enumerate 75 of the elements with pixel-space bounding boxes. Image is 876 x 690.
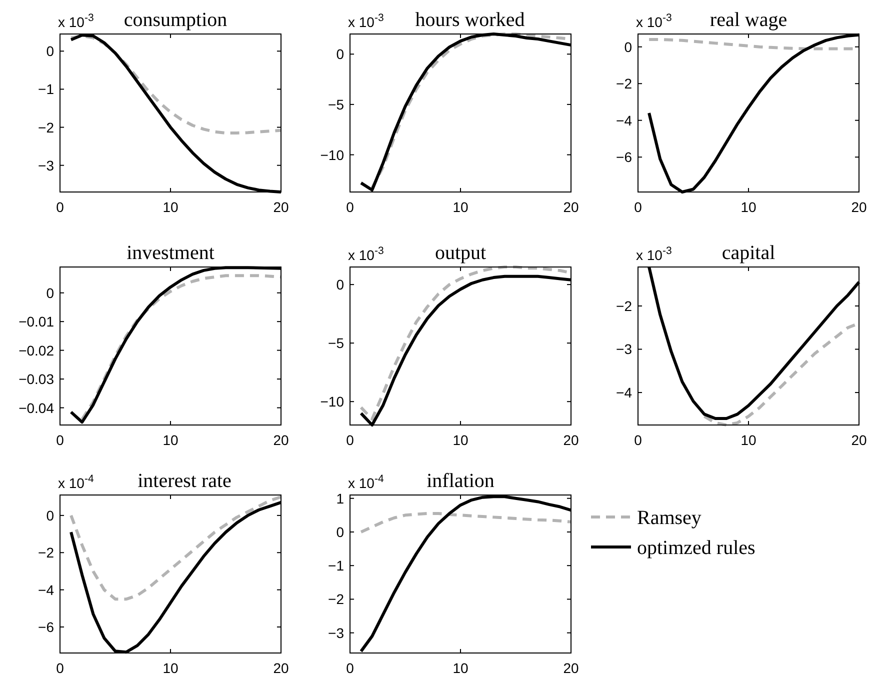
x-tick-label: 0 — [346, 660, 354, 676]
chart-title: interest rate — [138, 470, 232, 492]
x-tick-label: 10 — [740, 199, 756, 215]
legend-label: Ramsey — [637, 507, 702, 529]
text: x 10$^{-3}$ — [348, 12, 384, 30]
line-series — [70, 495, 282, 601]
x-tick-label: 0 — [634, 199, 642, 215]
x-tick-label: 20 — [851, 432, 867, 448]
y-tick-label: −2 — [616, 76, 632, 92]
x-tick-label: 10 — [452, 199, 468, 215]
y-tick-label: −2 — [616, 298, 632, 314]
x-tick-label: 20 — [273, 660, 289, 676]
y-tick-label: −10 — [320, 394, 344, 410]
x-tick-label: 20 — [563, 660, 579, 676]
x-tick-label: 20 — [851, 199, 867, 215]
y-tick-label: −6 — [38, 618, 54, 635]
y-tick-label: −5 — [328, 96, 344, 112]
chart-title: capital — [722, 242, 776, 264]
y-tick-label: 0 — [336, 276, 344, 293]
line-series — [360, 512, 572, 534]
x-tick-label: 0 — [346, 432, 354, 448]
x-tick-label: 0 — [346, 199, 354, 215]
x-tick-label: 0 — [56, 432, 64, 448]
x-tick-label: 0 — [56, 199, 64, 215]
y-tick-label: −1 — [38, 81, 54, 98]
y-tick-label: −4 — [38, 582, 54, 598]
y-tick-label: −2 — [38, 119, 54, 136]
line-series — [70, 34, 282, 134]
y-tick-label: −4 — [616, 112, 632, 128]
x-tick-label: 10 — [162, 199, 178, 215]
chart-title: hours worked — [415, 9, 525, 31]
text: x 10$^{-3}$ — [58, 12, 94, 30]
y-tick-label: 0 — [336, 46, 344, 62]
text: x 10$^{-3}$ — [348, 245, 384, 263]
y-tick-label: −0.01 — [18, 314, 54, 330]
x-tick-label: 0 — [56, 660, 64, 676]
y-tick-label: 0 — [46, 507, 54, 524]
text: x 10$^{-4}$ — [58, 473, 94, 491]
x-tick-label: 0 — [634, 432, 642, 448]
x-tick-label: 10 — [452, 660, 468, 676]
y-tick-label: −2 — [328, 591, 344, 608]
y-tick-label: 0 — [46, 43, 54, 60]
y-tick-label: −2 — [38, 544, 54, 561]
y-tick-label: −4 — [616, 384, 632, 401]
text: x 10$^{-3}$ — [636, 12, 672, 30]
legend-label: optimzed rules — [637, 537, 756, 559]
y-tick-label: 0 — [624, 38, 632, 55]
y-tick-label: −1 — [328, 558, 344, 574]
x-tick-label: 20 — [563, 432, 579, 448]
x-tick-label: 10 — [740, 432, 756, 448]
x-tick-label: 10 — [162, 660, 178, 676]
x-tick-label: 20 — [273, 199, 289, 215]
y-tick-label: −0.04 — [18, 400, 54, 416]
text: x 10$^{-3}$ — [636, 245, 672, 263]
chart-title: investment — [126, 242, 215, 264]
x-tick-label: 20 — [563, 199, 579, 215]
chart-title: output — [434, 242, 486, 264]
x-tick-label: 20 — [273, 432, 289, 448]
y-tick-label: −3 — [38, 157, 54, 174]
y-tick-label: −0.02 — [18, 342, 54, 358]
y-tick-label: 1 — [336, 490, 344, 506]
x-tick-label: 10 — [452, 432, 468, 448]
x-tick-label: 10 — [162, 432, 178, 448]
y-tick-label: −3 — [328, 624, 344, 641]
y-tick-label: 0 — [46, 284, 54, 301]
y-tick-label: −10 — [320, 146, 344, 163]
y-tick-label: 0 — [336, 524, 344, 540]
chart-title: inflation — [426, 470, 494, 492]
chart-title: consumption — [124, 9, 228, 31]
y-tick-label: −3 — [616, 341, 632, 358]
y-tick-label: −5 — [328, 335, 344, 352]
text: x 10$^{-4}$ — [348, 473, 384, 491]
y-tick-label: −0.03 — [18, 371, 54, 388]
chart-title: real wage — [710, 9, 788, 31]
y-tick-label: −6 — [616, 149, 632, 166]
